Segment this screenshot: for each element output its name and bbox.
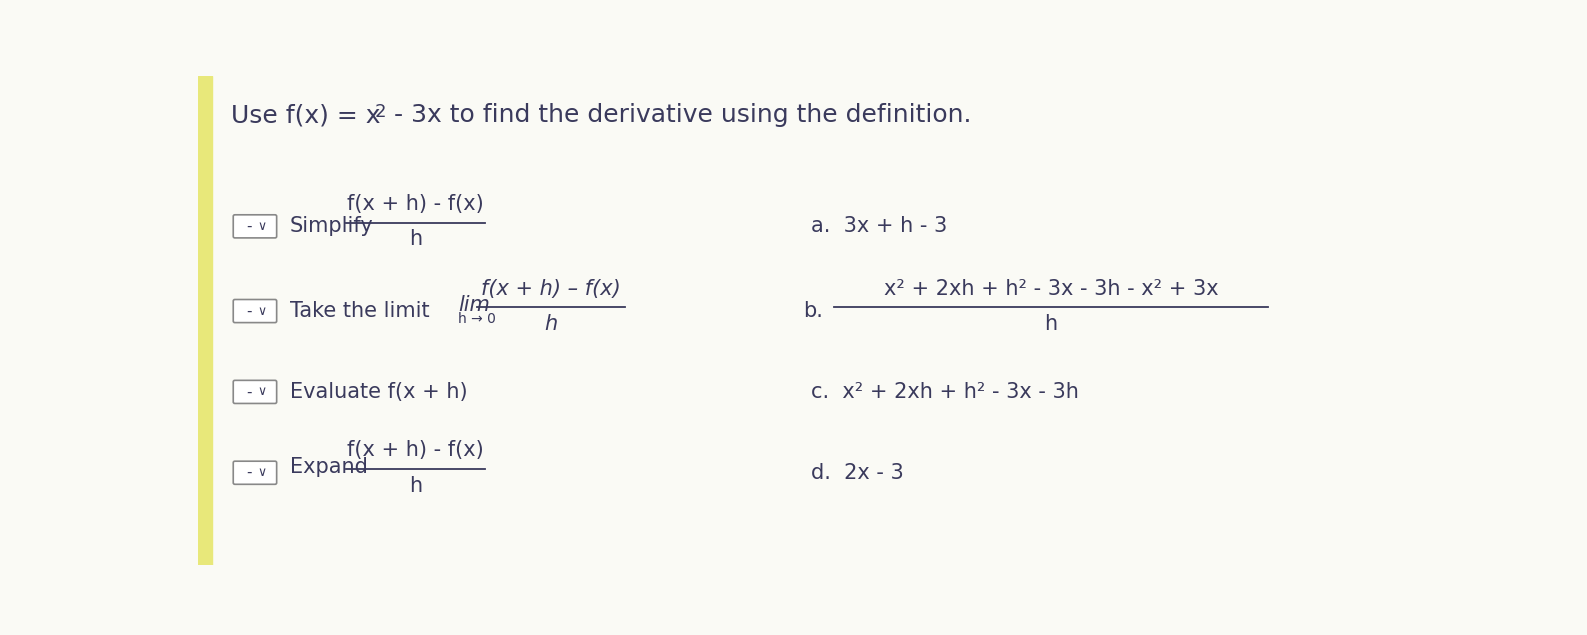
Text: ∨: ∨ — [257, 466, 267, 479]
Text: h → 0: h → 0 — [459, 312, 495, 326]
FancyBboxPatch shape — [233, 461, 276, 485]
Text: h: h — [1044, 314, 1057, 334]
Text: ∨: ∨ — [257, 385, 267, 398]
Text: f(x + h) – f(x): f(x + h) – f(x) — [481, 279, 621, 298]
Text: c.  x² + 2xh + h² - 3x - 3h: c. x² + 2xh + h² - 3x - 3h — [811, 382, 1079, 402]
Text: b.: b. — [803, 301, 822, 321]
Text: lim: lim — [459, 295, 490, 315]
Text: -: - — [246, 465, 251, 480]
Text: ∨: ∨ — [257, 305, 267, 318]
Text: -: - — [246, 219, 251, 234]
Text: h: h — [409, 229, 422, 250]
Text: Use f(x) = x: Use f(x) = x — [232, 103, 381, 127]
Text: d.  2x - 3: d. 2x - 3 — [811, 463, 903, 483]
Text: - 3x to find the derivative using the definition.: - 3x to find the derivative using the de… — [386, 103, 971, 127]
Text: f(x + h) - f(x): f(x + h) - f(x) — [348, 441, 484, 460]
Text: x² + 2xh + h² - 3x - 3h - x² + 3x: x² + 2xh + h² - 3x - 3h - x² + 3x — [884, 279, 1219, 298]
Text: a.  3x + h - 3: a. 3x + h - 3 — [811, 217, 947, 236]
Text: -: - — [246, 304, 251, 319]
Bar — [198, 76, 213, 565]
Text: Expand: Expand — [290, 457, 368, 477]
Text: -: - — [246, 384, 251, 399]
FancyBboxPatch shape — [233, 215, 276, 238]
FancyBboxPatch shape — [233, 300, 276, 323]
Text: ∨: ∨ — [257, 220, 267, 233]
Text: Take the limit: Take the limit — [290, 301, 430, 321]
Text: Evaluate f(x + h): Evaluate f(x + h) — [290, 382, 468, 402]
Text: h: h — [544, 314, 557, 334]
Text: Simplify: Simplify — [290, 217, 373, 236]
Text: 2: 2 — [375, 103, 387, 121]
Text: h: h — [409, 476, 422, 496]
Text: f(x + h) - f(x): f(x + h) - f(x) — [348, 194, 484, 214]
FancyBboxPatch shape — [233, 380, 276, 403]
